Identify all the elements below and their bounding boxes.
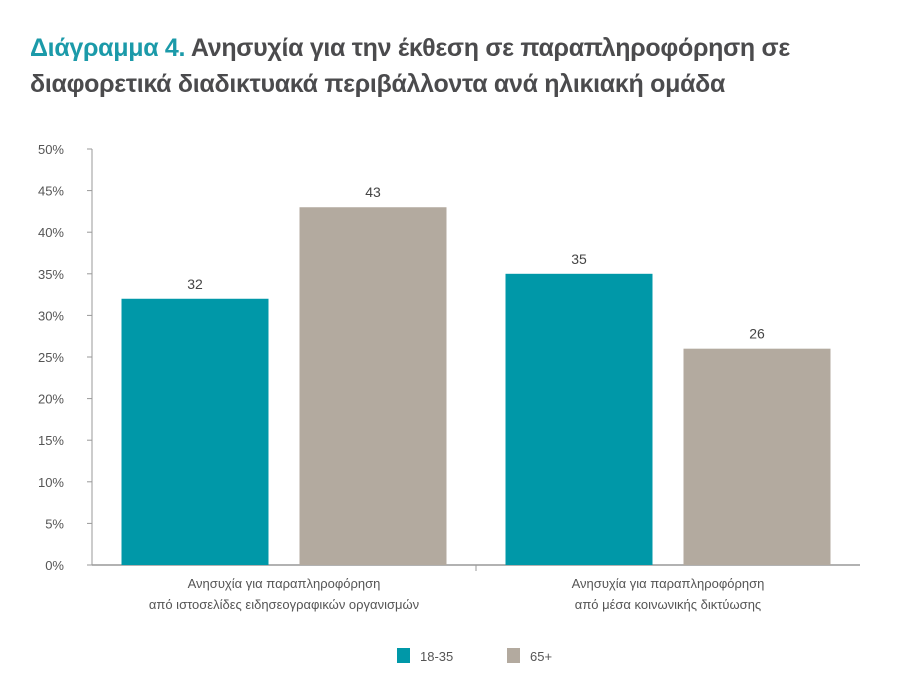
- chart-title-prefix: Διάγραμμα 4.: [30, 34, 186, 62]
- legend-label: 18-35: [420, 649, 453, 664]
- y-tick-label: 45%: [38, 184, 64, 199]
- y-tick-label: 15%: [38, 433, 64, 448]
- chart-title-text: Ανησυχία για την έκθεση σε παραπληροφόρη…: [30, 34, 790, 98]
- bar-18-35: [505, 273, 653, 565]
- legend-swatch: [507, 648, 520, 663]
- bar-65+: [299, 207, 447, 566]
- chart-title: Διάγραμμα 4. Ανησυχία για την έκθεση σε …: [30, 30, 880, 102]
- legend-label: 65+: [530, 649, 552, 664]
- x-category-label: Ανησυχία για παραπληροφόρηση: [188, 576, 381, 591]
- y-tick-label: 35%: [38, 267, 64, 282]
- data-label: 32: [187, 276, 203, 292]
- x-category-label: Ανησυχία για παραπληροφόρηση: [572, 576, 765, 591]
- y-tick-label: 20%: [38, 392, 64, 407]
- bar-18-35: [121, 298, 269, 565]
- y-tick-label: 0%: [45, 558, 64, 573]
- x-category-label: από ιστοσελίδες ειδησεογραφικών οργανισμ…: [149, 597, 419, 612]
- data-label: 35: [571, 251, 587, 267]
- bar-65+: [683, 348, 831, 565]
- y-tick-label: 5%: [45, 516, 64, 531]
- x-category-label: από μέσα κοινωνικής δικτύωσης: [575, 597, 761, 612]
- y-tick-label: 30%: [38, 308, 64, 323]
- y-tick-label: 25%: [38, 350, 64, 365]
- y-tick-label: 10%: [38, 475, 64, 490]
- y-tick-label: 50%: [38, 142, 64, 157]
- y-tick-label: 40%: [38, 225, 64, 240]
- data-label: 43: [365, 184, 381, 200]
- legend-swatch: [397, 648, 410, 663]
- data-label: 26: [749, 326, 765, 342]
